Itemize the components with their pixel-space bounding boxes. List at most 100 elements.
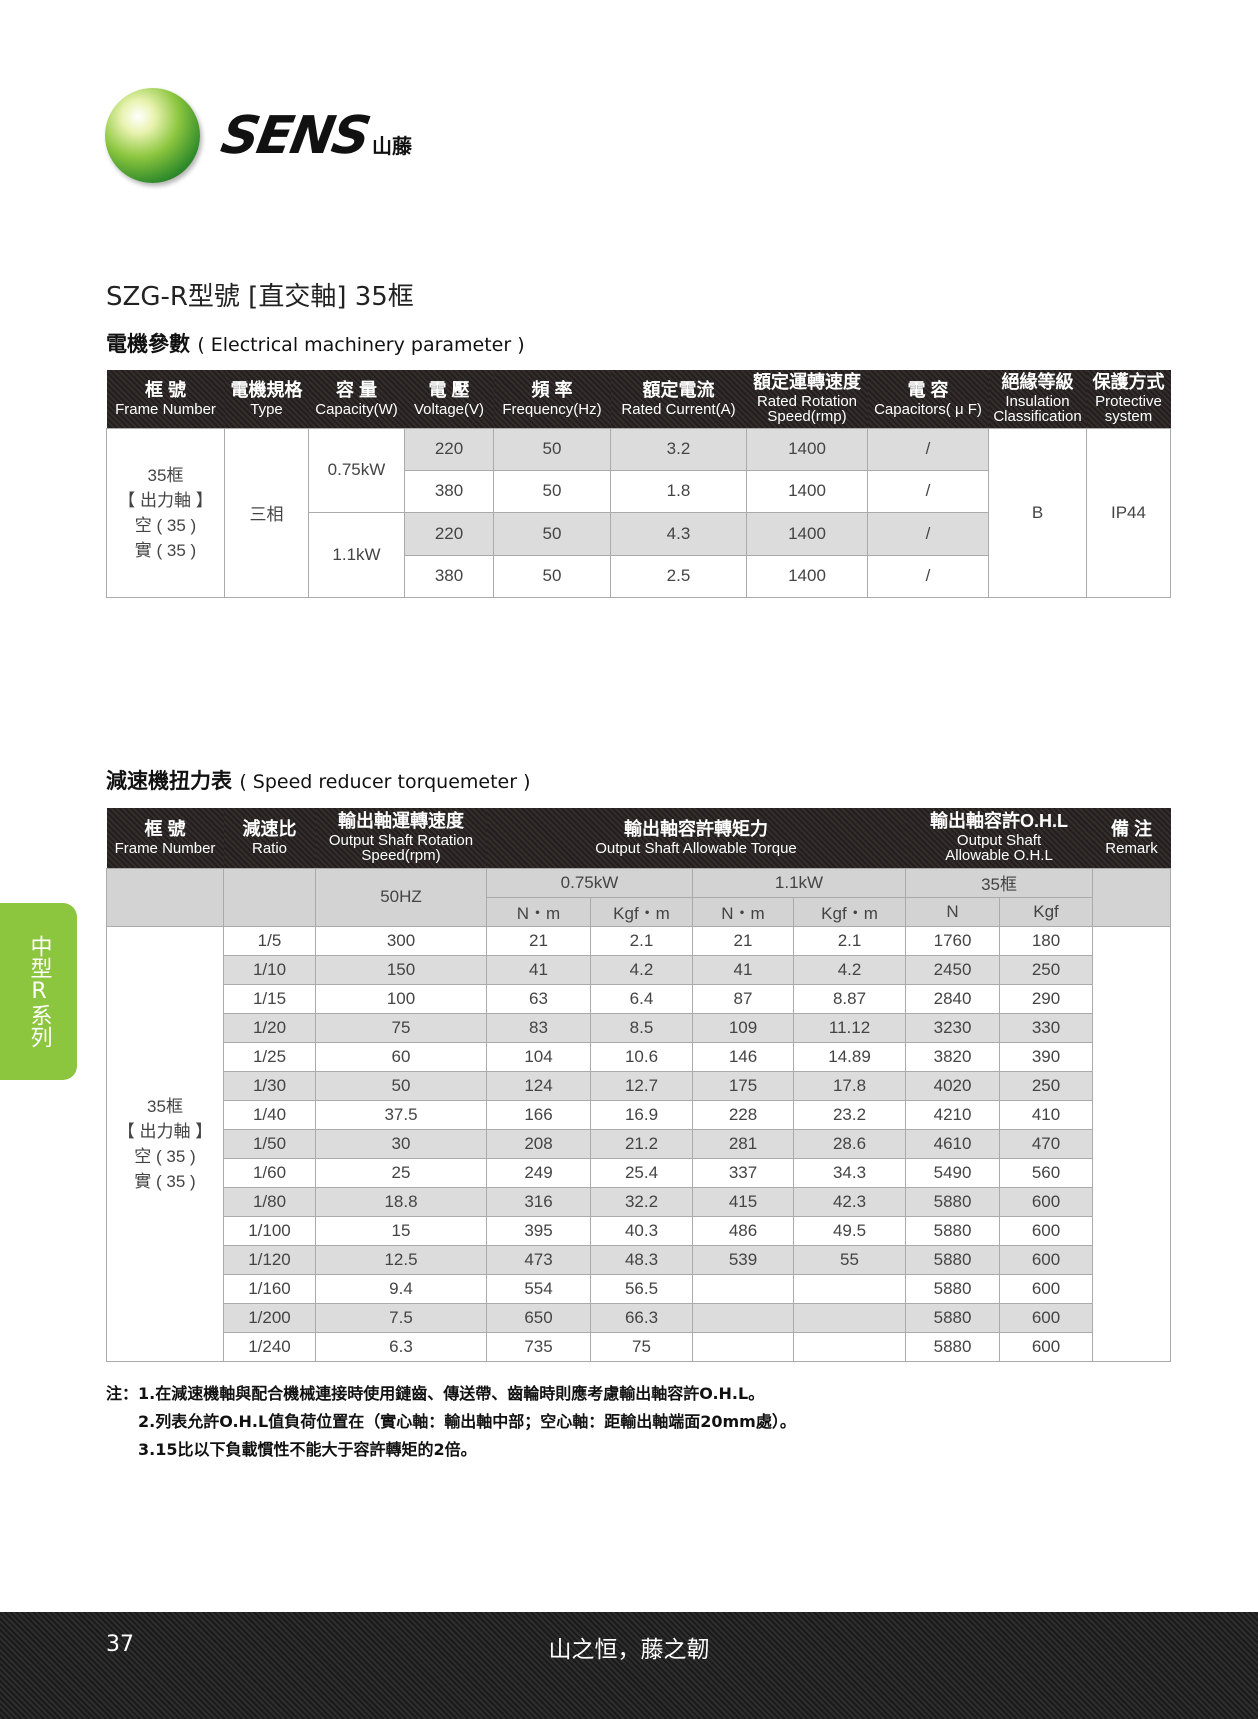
cell: 28.6 (792, 1128, 907, 1159)
cell (692, 1302, 794, 1333)
cell: 735 (486, 1331, 591, 1362)
header-col: 電 容 Capacitors( μ F) (867, 370, 989, 428)
cell: 21 (692, 925, 794, 956)
cell: / (867, 554, 989, 598)
logo-globe-icon (105, 88, 200, 183)
header-col: 絕緣等級 Insulation Classification (988, 370, 1087, 428)
cell: 50 (493, 427, 611, 471)
cell: 4.3 (610, 511, 747, 556)
cell: 473 (486, 1244, 591, 1275)
cell: 208 (486, 1128, 591, 1159)
cell: 12.7 (590, 1070, 693, 1101)
cell: 316 (486, 1186, 591, 1217)
header-col: 框 號 Frame Number (106, 370, 225, 428)
cell: 5490 (905, 1157, 1001, 1188)
cell (792, 1331, 907, 1362)
speed-label: 50HZ (315, 867, 487, 927)
cell: 12.5 (315, 1244, 487, 1275)
blank (223, 867, 316, 927)
cell: 600 (999, 1215, 1094, 1246)
remark-cell (1092, 925, 1172, 1362)
header-col: 頻 率 Frequency(Hz) (493, 370, 611, 428)
cell: 1/160 (223, 1273, 316, 1304)
cell: 390 (999, 1041, 1094, 1072)
cell: 470 (999, 1128, 1094, 1159)
header-frame: 框 號 Frame Number (106, 808, 224, 868)
cell: 4210 (905, 1099, 1001, 1130)
page-number: 37 (106, 1632, 134, 1657)
cell: 5880 (905, 1215, 1001, 1246)
table-row: 1/160 9.4 554 56.5 5880 600 (107, 1273, 1171, 1304)
cell: 18.8 (315, 1186, 487, 1217)
cell: 650 (486, 1302, 591, 1333)
cell: 17.8 (792, 1070, 907, 1101)
logo: SENS 山藤 (105, 88, 412, 183)
table-row: 1/25 60 104 10.6 146 14.89 3820 390 (107, 1041, 1171, 1072)
type-cell: 三相 (224, 427, 309, 598)
electrical-table: 框 號 Frame Number 電機規格 Type 容 量 Capacity(W) 電 壓… (106, 370, 1171, 598)
cell: 560 (999, 1157, 1094, 1188)
brand-cn: 山藤 (371, 134, 412, 158)
cell: 9.4 (315, 1273, 487, 1304)
cell: 41 (692, 954, 794, 985)
cell: 41 (486, 954, 591, 985)
cell: 3230 (905, 1012, 1001, 1043)
header-ohl: 輸出軸容許O.H.L Output Shaft Allowable O.H.L (905, 808, 1093, 868)
cell: 410 (999, 1099, 1094, 1130)
table-row: 1/50 30 208 21.2 281 28.6 4610 470 (107, 1128, 1171, 1159)
frame-cell: 35框【 出力軸 】空 ( 35 ) 實 ( 35 ) (106, 427, 225, 598)
cell: / (867, 469, 989, 513)
cell: 250 (999, 1070, 1094, 1101)
capacity-cell: 1.1kW (308, 511, 405, 598)
header-remark: 備 注 Remark (1092, 808, 1171, 868)
cell: 1/30 (223, 1070, 316, 1101)
cell: 87 (692, 983, 794, 1014)
cell: 4.2 (792, 954, 907, 985)
cell: 330 (999, 1012, 1094, 1043)
header-torque: 輸出軸容許轉矩力 Output Shaft Allowable Torque (486, 808, 906, 868)
table-row: 1/120 12.5 473 48.3 539 55 5880 600 (107, 1244, 1171, 1275)
table-row: 1/40 37.5 166 16.9 228 23.2 4210 410 (107, 1099, 1171, 1130)
cell: 21 (486, 925, 591, 956)
cell: 1/25 (223, 1041, 316, 1072)
insulation-cell: B (988, 427, 1087, 598)
cell: 5880 (905, 1186, 1001, 1217)
cell: 109 (692, 1012, 794, 1043)
cell: 180 (999, 925, 1094, 956)
cell: 3820 (905, 1041, 1001, 1072)
cell: 5880 (905, 1273, 1001, 1304)
cell: 600 (999, 1331, 1094, 1362)
note: 3.15比以下負載慣性不能大于容許轉矩的2倍。 (138, 1440, 477, 1459)
cell: 4020 (905, 1070, 1001, 1101)
slogan: 山之恒，藤之韌 (548, 1637, 710, 1663)
cell: 14.89 (792, 1041, 907, 1072)
cell: 228 (692, 1099, 794, 1130)
cell: 1.8 (610, 469, 747, 513)
cell: 150 (315, 954, 487, 985)
cell: 15 (315, 1215, 487, 1246)
cell: 32.2 (590, 1186, 693, 1217)
cell: 1/60 (223, 1157, 316, 1188)
cell: 66.3 (590, 1302, 693, 1333)
cell: 75 (590, 1331, 693, 1362)
cell: 1/100 (223, 1215, 316, 1246)
cell: 2840 (905, 983, 1001, 1014)
table-row: 1/200 7.5 650 66.3 5880 600 (107, 1302, 1171, 1333)
capacity-cell: 0.75kW (308, 427, 405, 513)
header-col: 電 壓 Voltage(V) (404, 370, 494, 428)
unit-header: N・m (692, 896, 794, 927)
blank (1092, 867, 1172, 927)
cell: 6.4 (590, 983, 693, 1014)
cell: 600 (999, 1302, 1094, 1333)
header-col: 額定電流 Rated Current(A) (610, 370, 747, 428)
cell: 300 (315, 925, 487, 956)
cell: 1/50 (223, 1128, 316, 1159)
cell: 3.2 (610, 427, 747, 471)
header-col: 容 量 Capacity(W) (308, 370, 405, 428)
unit-header: Kgf・m (590, 896, 693, 927)
header-col: 保護方式 Protective system (1086, 370, 1171, 428)
table-row: 35框【 出力軸 】空 ( 35 ) 實 ( 35 ) 1/5 300 21 2.1 21 2… (106, 925, 1172, 1362)
cell: 23.2 (792, 1099, 907, 1130)
group-11kw: 1.1kW (691, 867, 907, 898)
cell: 1/15 (223, 983, 316, 1014)
